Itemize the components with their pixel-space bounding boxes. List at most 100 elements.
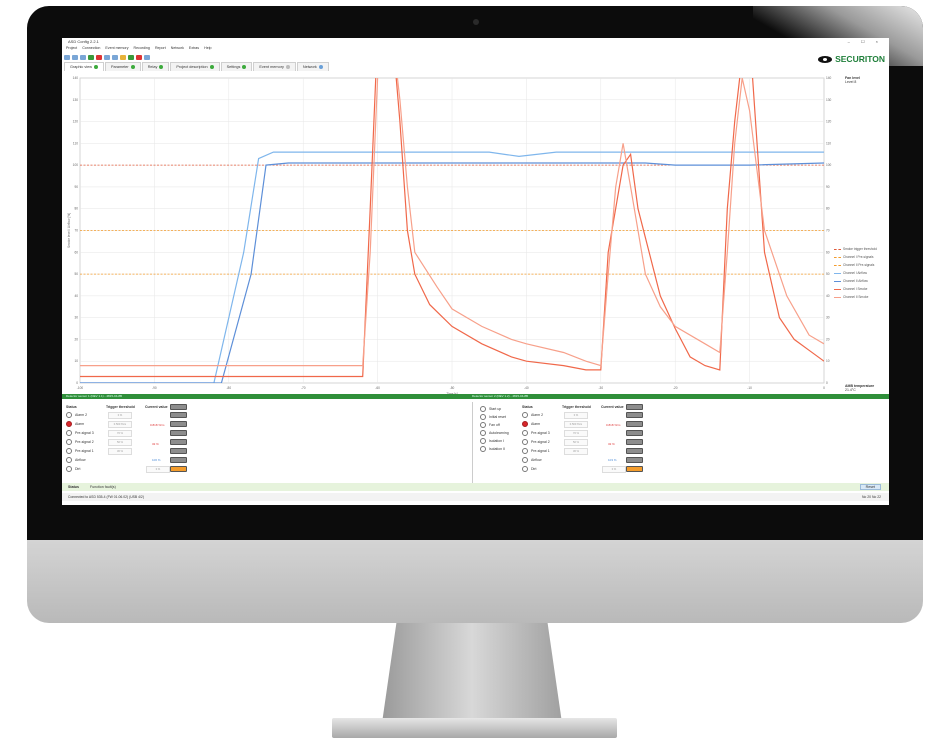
- status-dot-icon: [318, 65, 323, 69]
- window-controls[interactable]: – ☐ ×: [847, 39, 883, 44]
- command-radio-icon[interactable]: [480, 414, 486, 420]
- command-label[interactable]: Isolation I: [489, 439, 504, 443]
- menu-project[interactable]: Project: [66, 46, 78, 50]
- command-radio-icon[interactable]: [480, 438, 486, 444]
- print-icon[interactable]: [144, 54, 150, 60]
- reset-button[interactable]: Reset: [859, 484, 881, 490]
- tab-project-description[interactable]: Project description: [170, 62, 220, 71]
- status-dot-icon: [159, 65, 164, 69]
- trigger-threshold-value: 30 %: [564, 448, 588, 455]
- command-radio-icon[interactable]: [480, 422, 486, 428]
- smoke-airflow-chart[interactable]: -100 -90 -80 -70 -60 -50 -40 -30 -20 -10 00 010 1020…: [62, 73, 889, 398]
- status-action-button[interactable]: [170, 465, 187, 472]
- command-label[interactable]: Autolearning: [489, 431, 509, 435]
- y-tick-label: 130: [73, 98, 79, 102]
- menu-event-memory[interactable]: Event memory: [105, 46, 129, 50]
- status-indicator-icon: [522, 430, 528, 436]
- record-icon[interactable]: [120, 54, 126, 60]
- tab-parameter[interactable]: Parameter: [104, 62, 141, 71]
- command-label[interactable]: Initial reset: [489, 415, 506, 419]
- trigger-threshold-value: 70 %: [108, 430, 132, 437]
- legend-swatch: [834, 264, 841, 266]
- legend-entry: Channel I Airflow: [834, 269, 877, 277]
- securiton-logo: SECURITON: [818, 54, 885, 64]
- new-project-icon[interactable]: [64, 54, 70, 60]
- y-tick-label-right: 10: [826, 359, 830, 363]
- status-action-button[interactable]: [626, 429, 643, 436]
- x-tick-label: -30: [598, 386, 603, 390]
- function-fault-tab[interactable]: Function fault(s): [90, 485, 116, 489]
- monitor-chin: [27, 540, 923, 623]
- status-action-button[interactable]: [626, 420, 643, 427]
- status-action-button[interactable]: [170, 438, 187, 445]
- x-tick-label: -60: [375, 386, 380, 390]
- status-indicator-icon: [522, 466, 528, 472]
- menu-help[interactable]: Help: [204, 46, 212, 50]
- status-action-button[interactable]: [626, 438, 643, 445]
- command-label[interactable]: Fan off: [489, 423, 500, 427]
- status-action-button[interactable]: [626, 447, 643, 454]
- tab-event-memory[interactable]: Event memory: [253, 62, 296, 71]
- y-tick-label-right: 50: [826, 272, 830, 276]
- status-action-button[interactable]: [626, 456, 643, 463]
- panel-divider: [472, 402, 473, 483]
- logo-text: SECURITON: [835, 54, 885, 64]
- upload-icon[interactable]: [104, 54, 110, 60]
- trigger-threshold-header: Trigger threshold: [106, 405, 135, 409]
- legend-label: Channel I Airflow: [843, 271, 867, 275]
- status-action-button[interactable]: [626, 411, 643, 418]
- y-tick-label-right: 20: [826, 337, 830, 341]
- y-tick-label-right: 30: [826, 316, 830, 320]
- save-icon[interactable]: [80, 54, 86, 60]
- current-presignal-value: 32 %: [152, 442, 159, 446]
- connection-status: Connected to ASD 535-4 (FW 01.06.02) (US…: [68, 495, 144, 499]
- status-action-button[interactable]: [170, 447, 187, 454]
- current-value-header: Current value: [145, 405, 168, 409]
- connect-icon[interactable]: [88, 54, 94, 60]
- status-action-button[interactable]: [170, 420, 187, 427]
- open-project-icon[interactable]: [72, 54, 78, 60]
- menu-extras[interactable]: Extras: [188, 46, 200, 50]
- command-label[interactable]: Isolation II: [489, 447, 505, 451]
- command-radio-icon[interactable]: [480, 446, 486, 452]
- y-tick-label: 60: [74, 250, 78, 254]
- stop-icon[interactable]: [136, 54, 142, 60]
- status-action-button[interactable]: [170, 429, 187, 436]
- tab-label: Relay: [147, 65, 158, 69]
- menu-recording[interactable]: Recording: [133, 46, 150, 50]
- x-tick-label: -100: [77, 386, 84, 390]
- status-action-button[interactable]: [170, 456, 187, 463]
- y-tick-label: 110: [73, 141, 78, 145]
- status-action-button[interactable]: [170, 411, 187, 418]
- tab-network[interactable]: Network: [296, 62, 329, 71]
- sensor-panel-2: Start up Initial reset Fan off Autolearning…: [472, 402, 886, 483]
- sensor-1-label: Detector sensor 1 (DEV 1.1) - 4815-04-8B: [66, 394, 123, 398]
- tab-relay[interactable]: Relay: [141, 62, 170, 71]
- command-label[interactable]: Start up: [489, 407, 502, 411]
- status-action-button[interactable]: [626, 465, 643, 472]
- menu-report[interactable]: Report: [154, 46, 166, 50]
- play-icon[interactable]: [128, 54, 134, 60]
- status-action-button[interactable]: [626, 403, 643, 410]
- status-row-label: Pre-signal 3: [75, 431, 94, 435]
- sensor-2-label: Detector sensor 2 (DEV 1.2) - 4815-04-8B: [472, 394, 529, 398]
- status-row-label: Alarm: [531, 422, 541, 426]
- current-alarm-value: 0.818 %/m: [150, 423, 165, 427]
- camera-icon: [473, 19, 479, 25]
- y-tick-label: 120: [73, 120, 79, 124]
- command-radio-icon[interactable]: [480, 406, 486, 412]
- download-icon[interactable]: [112, 54, 118, 60]
- menu-connection[interactable]: Connection: [82, 46, 101, 50]
- tab-graphic-view[interactable]: Graphic view: [64, 62, 104, 71]
- x-tick-label: -70: [301, 386, 306, 390]
- status-row-label: Alarm 2: [75, 413, 88, 417]
- status-action-button[interactable]: [170, 403, 187, 410]
- trigger-threshold-value: 30 %: [108, 448, 132, 455]
- series-line-channel-i-airflow: [80, 151, 824, 383]
- command-radio-icon[interactable]: [480, 430, 486, 436]
- legend-label: Channel I Smoke: [843, 287, 868, 291]
- tab-settings[interactable]: Settings: [220, 62, 253, 71]
- menu-network[interactable]: Network: [170, 46, 184, 50]
- status-tab[interactable]: Status: [68, 485, 79, 489]
- disconnect-icon[interactable]: [96, 54, 102, 60]
